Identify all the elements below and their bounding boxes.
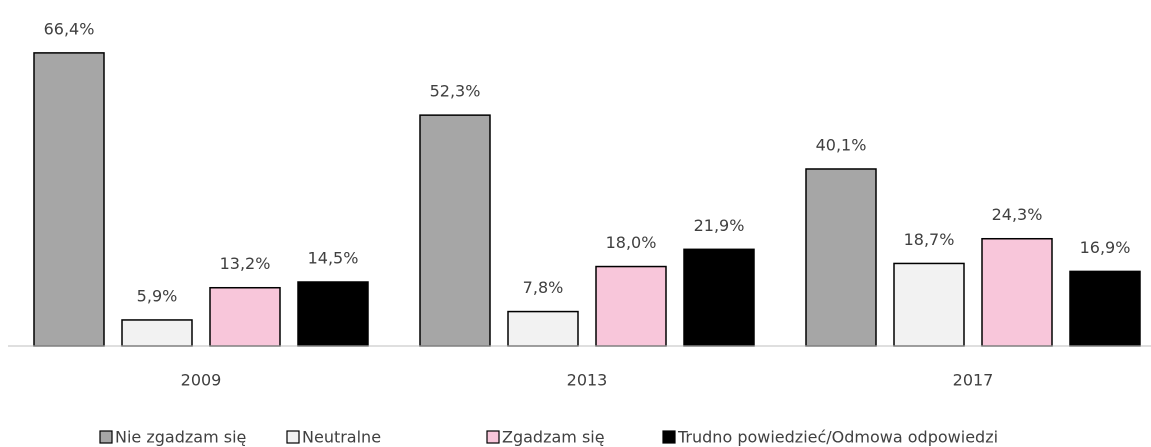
x-tick-label: 2009	[181, 371, 222, 390]
legend-swatch	[286, 430, 300, 444]
value-label: 40,1%	[816, 135, 867, 154]
legend-label: Trudno powiedzieć/Odmowa odpowiedzi	[677, 428, 998, 447]
bar	[33, 52, 105, 347]
value-label: 14,5%	[308, 248, 359, 267]
value-label: 18,0%	[606, 233, 657, 252]
value-label: 21,9%	[694, 216, 745, 235]
bar	[805, 168, 877, 347]
bar	[121, 319, 193, 347]
legend-swatch	[486, 430, 500, 444]
value-label: 24,3%	[992, 205, 1043, 224]
bar	[683, 248, 755, 347]
bar	[893, 262, 965, 347]
bar	[1069, 270, 1141, 347]
value-label: 16,9%	[1080, 238, 1131, 257]
legend-label: Neutralne	[302, 428, 381, 447]
value-label: 7,8%	[523, 278, 564, 297]
bar	[507, 310, 579, 347]
value-label: 5,9%	[137, 286, 178, 305]
value-label: 18,7%	[904, 230, 955, 249]
x-tick-label: 2013	[567, 371, 608, 390]
bar	[297, 281, 369, 347]
legend-label: Zgadzam się	[502, 428, 605, 447]
value-label: 52,3%	[430, 82, 481, 101]
bar	[209, 286, 281, 347]
legend-swatch	[662, 430, 676, 444]
legend-swatch	[99, 430, 113, 444]
bar	[595, 265, 667, 347]
legend-label: Nie zgadzam się	[115, 428, 246, 447]
bar	[981, 237, 1053, 347]
value-label: 66,4%	[44, 19, 95, 38]
x-tick-label: 2017	[953, 371, 994, 390]
value-label: 13,2%	[220, 254, 271, 273]
bar	[419, 114, 491, 347]
